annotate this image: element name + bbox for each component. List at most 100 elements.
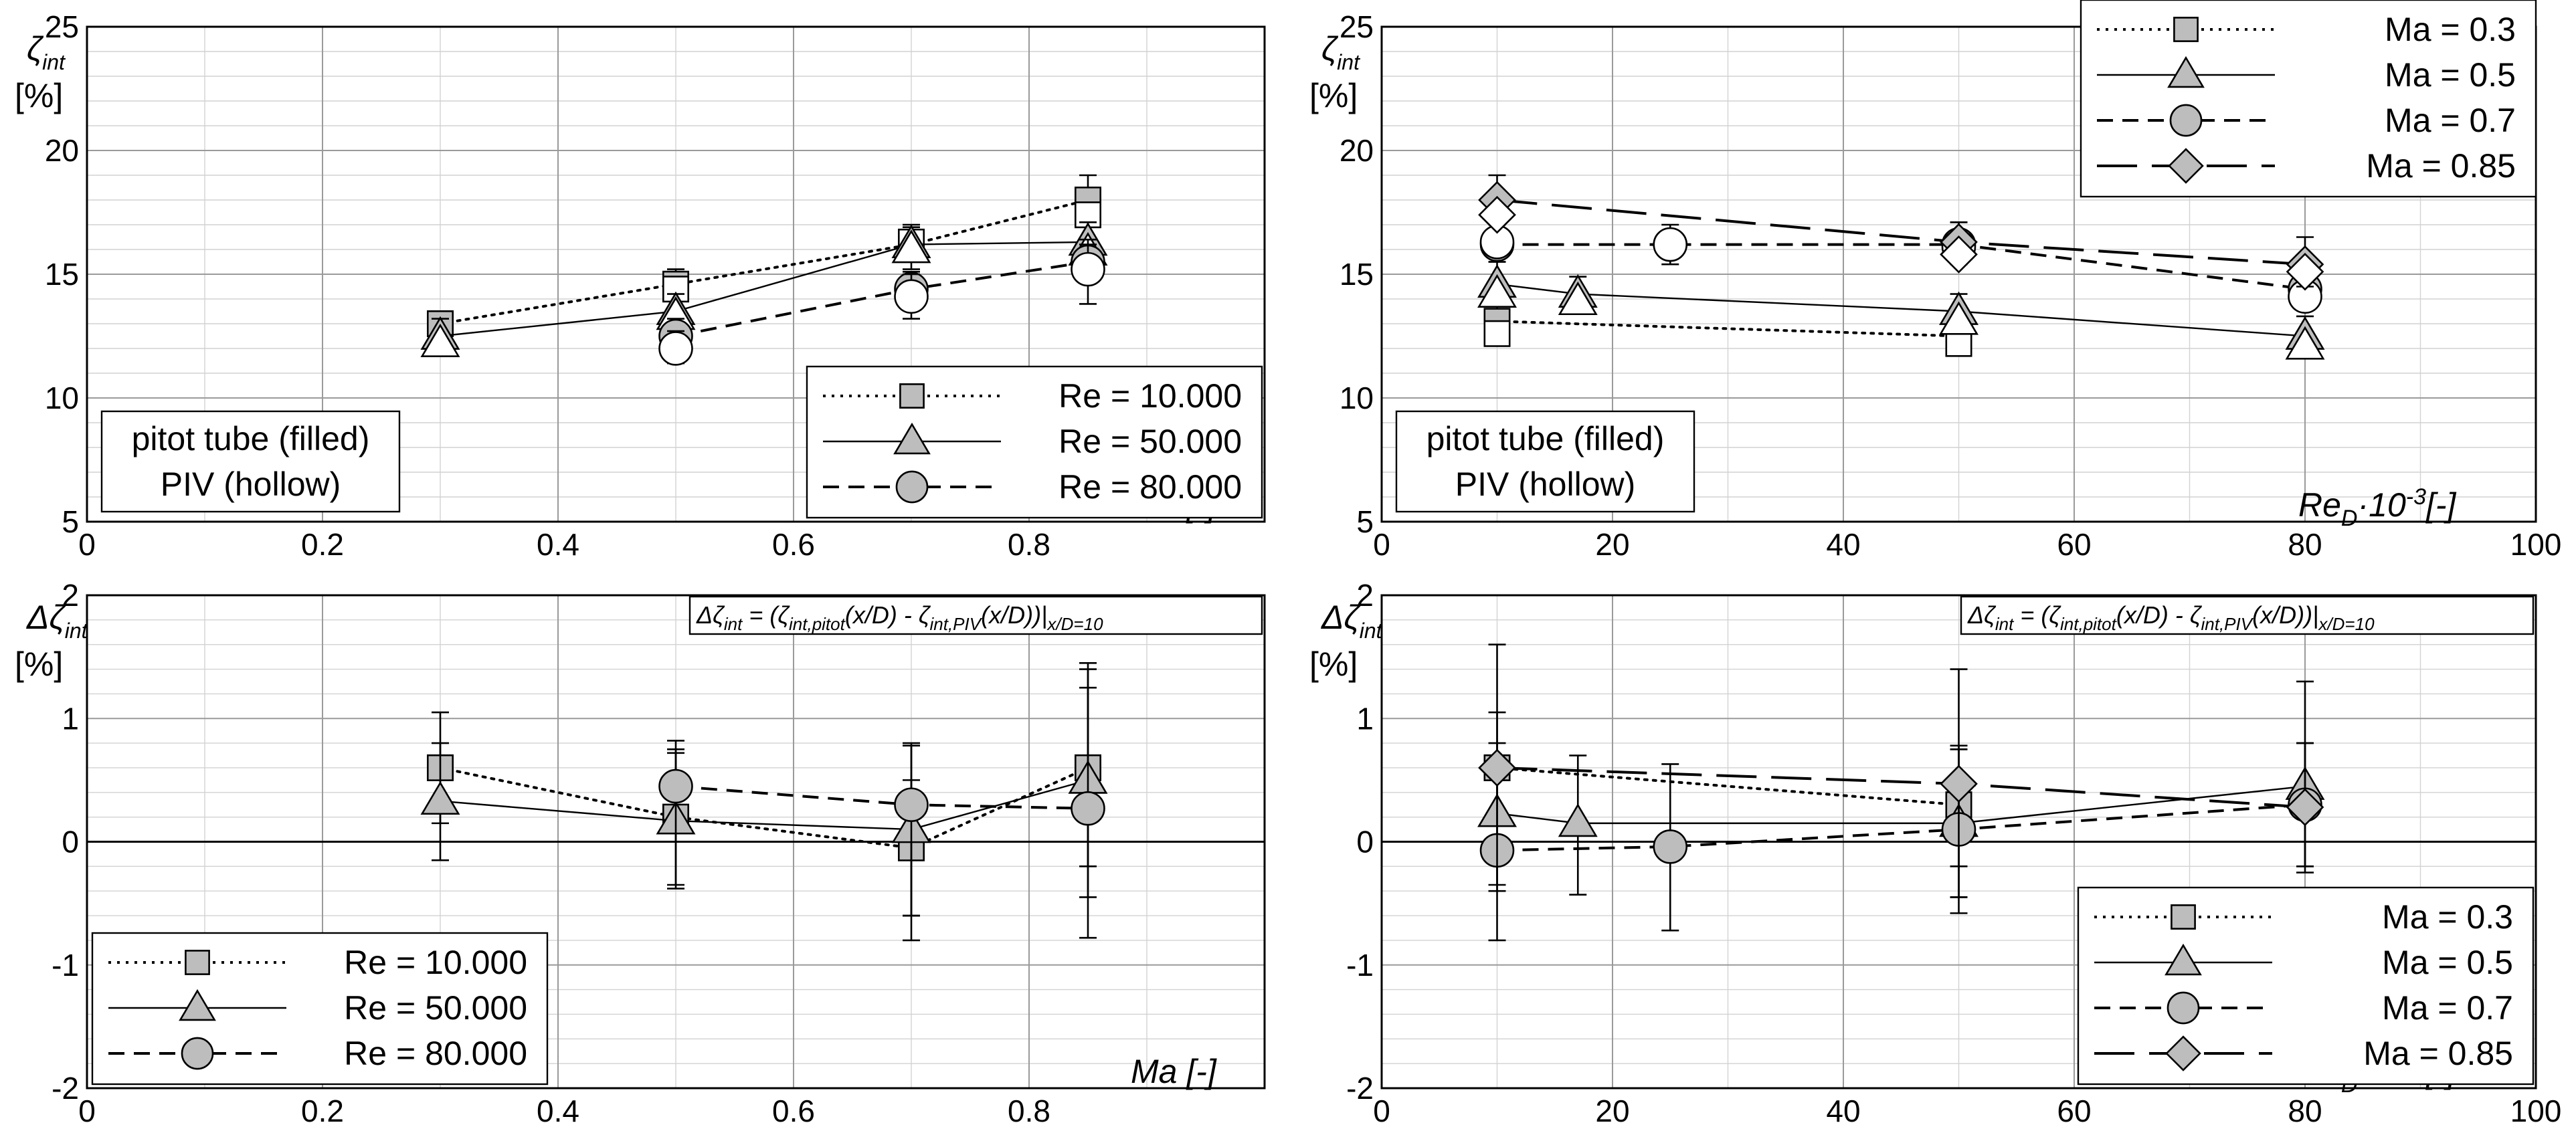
x-axis-end: [-] — [2425, 486, 2457, 524]
data-point — [1478, 195, 1516, 234]
y-tick-label: -2 — [1346, 1071, 1374, 1106]
legend-marker — [893, 422, 931, 455]
data-point — [891, 229, 931, 264]
legend-box — [2077, 886, 2535, 1086]
y-tick-text: 2 — [62, 578, 79, 613]
x-tick-label: 0.4 — [537, 1094, 579, 1128]
legend-marker — [2171, 904, 2196, 930]
legend: Ma = 0.3 Ma = 0.5 Ma = 0.7 Ma = 0.85 — [2077, 886, 2535, 1086]
y-tick-label: 25 — [45, 9, 79, 44]
series-triangle-hollow — [1477, 274, 2325, 360]
x-tick-label: 0 — [1373, 1094, 1390, 1128]
x-axis-label: ReD·10-3[-] — [2298, 484, 2457, 531]
y-tick-text: 0 — [1356, 825, 1374, 859]
y-tick-text: -2 — [1346, 1071, 1374, 1106]
legend-label: Re = 80.000 — [1059, 468, 1242, 506]
y-axis-label: Δζint — [1321, 599, 1383, 643]
x-tick-label: 0 — [78, 1094, 96, 1128]
legend-label: Re = 50.000 — [344, 989, 527, 1027]
y-axis-unit: [%] — [15, 645, 63, 683]
legend-text: Re = 10.000 — [344, 944, 527, 981]
y-tick-text: 2 — [1356, 578, 1374, 613]
annotation-line: PIV (hollow) — [1455, 466, 1636, 503]
formula-eq: = (ζ — [742, 601, 790, 629]
annotation-line: PIV (hollow) — [161, 466, 341, 503]
data-point — [1940, 764, 1978, 803]
y-tick-label: 5 — [62, 504, 79, 539]
y-axis-unit: [%] — [1309, 645, 1358, 683]
legend-label: Ma = 0.3 — [2382, 898, 2513, 936]
y-axis-unit: [%] — [15, 77, 63, 114]
legend-text: Ma = 0.7 — [2385, 102, 2516, 139]
legend: Re = 10.000 Re = 50.000 Re = 80.000 — [91, 932, 549, 1086]
legend-marker — [185, 950, 210, 975]
y-tick-text: 10 — [1340, 381, 1374, 415]
data-point — [1653, 227, 1688, 262]
x-axis-mid: ·10 — [2357, 486, 2405, 524]
x-tick-text: 0.2 — [301, 527, 344, 562]
x-axis-main: Re — [2298, 486, 2341, 524]
x-tick-label: 0 — [78, 527, 96, 562]
x-axis-label: Ma [-] — [1131, 1053, 1217, 1090]
x-tick-label: 0.6 — [772, 1094, 815, 1128]
y-tick-label: 10 — [45, 381, 79, 415]
y-axis-label: ζint — [1321, 30, 1360, 74]
y-axis-unit-text: [%] — [15, 77, 63, 114]
x-tick-text: 0 — [78, 527, 96, 562]
formula-sub: int,PIV — [930, 614, 983, 634]
x-tick-text: 100 — [2510, 1094, 2562, 1128]
y-tick-label: 25 — [1340, 9, 1374, 44]
data-point — [2286, 788, 2324, 827]
x-tick-text: 0.4 — [537, 1094, 579, 1128]
x-tick-text: 0.6 — [772, 1094, 815, 1128]
data-layer — [420, 174, 2325, 942]
legend-text: Re = 80.000 — [344, 1035, 527, 1072]
series-line — [1497, 243, 2306, 291]
y-tick-text: 15 — [1340, 257, 1374, 292]
plot-frame — [86, 25, 1266, 523]
y-tick-text: -2 — [52, 1071, 79, 1106]
formula-mid: (x/D) - ζ — [845, 601, 931, 629]
y-tick-label: 0 — [62, 825, 79, 859]
x-tick-label: 0.2 — [301, 527, 344, 562]
x-axis-subscript: D — [2341, 506, 2358, 531]
legend-marker — [2165, 943, 2202, 976]
x-tick-text: 0.8 — [1008, 1094, 1050, 1128]
formula-sub: int — [1995, 614, 2015, 634]
annotation-box — [100, 410, 401, 513]
y-axis-symbol: Δζ — [1321, 599, 1362, 636]
legend-label: Re = 10.000 — [1059, 377, 1242, 415]
x-tick-text: 20 — [1595, 527, 1629, 562]
formula-mid: (x/D))| — [981, 601, 1047, 629]
x-tick-label: 80 — [2288, 527, 2322, 562]
x-tick-text: 60 — [2057, 527, 2091, 562]
x-tick-text: 0 — [78, 1094, 96, 1128]
y-tick-label: 5 — [1356, 504, 1374, 539]
series-diamond-hollow — [1478, 195, 2324, 291]
x-tick-label: 0 — [1373, 527, 1390, 562]
y-tick-label: 15 — [45, 257, 79, 292]
annotation-line: pitot tube (filled) — [132, 420, 370, 457]
x-tick-text: 40 — [1826, 1094, 1860, 1128]
data-point — [1071, 251, 1105, 287]
series-square-hollow — [1483, 320, 1972, 357]
y-tick-text: 20 — [1340, 133, 1374, 168]
formula-text: Δζint = (ζint,pitot(x/D) - ζint,PIV(x/D)… — [1967, 601, 2375, 634]
y-tick-label: 10 — [1340, 381, 1374, 415]
legend-marker — [2169, 104, 2203, 137]
legend: Re = 10.000 Re = 50.000 Re = 80.000 — [806, 365, 1263, 519]
legend-box — [2080, 0, 2537, 198]
y-tick-label: 2 — [62, 578, 79, 613]
legend-label: Ma = 0.85 — [2363, 1035, 2513, 1072]
plot-frame — [86, 594, 1266, 1090]
x-tick-label: 100 — [2510, 527, 2562, 562]
legend: Ma = 0.3 Ma = 0.5 Ma = 0.7 Ma = 0.85 — [2080, 0, 2537, 198]
y-tick-label: 0 — [1356, 825, 1374, 859]
x-tick-text: 40 — [1826, 527, 1860, 562]
formula-eq: = (ζ — [2013, 601, 2061, 629]
legend-text: Re = 50.000 — [1059, 423, 1242, 460]
x-tick-text: 80 — [2288, 1094, 2322, 1128]
x-tick-label: 0.2 — [301, 1094, 344, 1128]
formula-sub: int — [724, 614, 743, 634]
series-line — [439, 199, 1089, 325]
